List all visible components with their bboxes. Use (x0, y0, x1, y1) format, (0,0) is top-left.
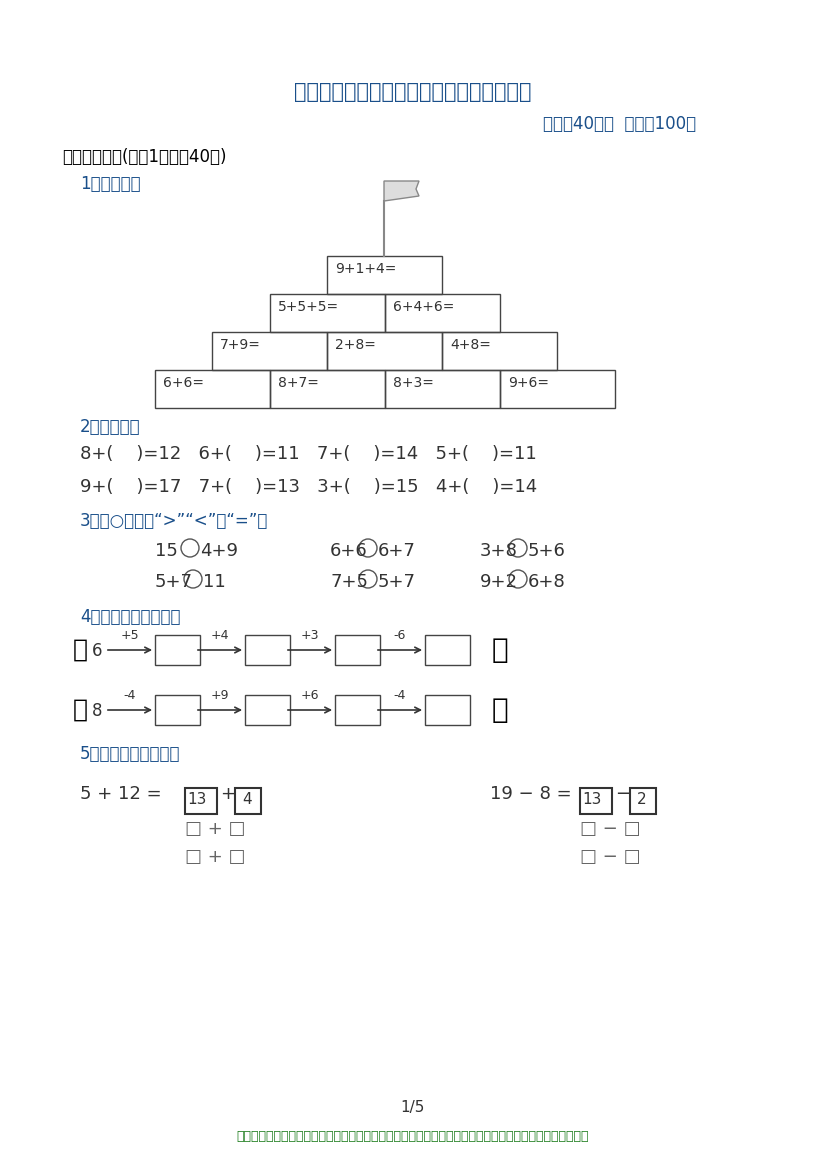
Text: 5+7: 5+7 (155, 573, 193, 591)
Text: 4: 4 (242, 792, 252, 807)
Text: □ − □: □ − □ (580, 848, 641, 865)
Text: 8+7=: 8+7= (278, 376, 319, 390)
Bar (335, 695, 380, 725)
Text: □ + □: □ + □ (185, 848, 245, 865)
Text: 5+7: 5+7 (378, 573, 416, 591)
Bar (327, 256, 442, 294)
Text: +3: +3 (301, 630, 320, 642)
Text: 5．照样子，填一填。: 5．照样子，填一填。 (80, 745, 181, 763)
Bar (155, 370, 270, 408)
Bar (270, 294, 385, 332)
Bar (630, 788, 656, 814)
Text: 11: 11 (203, 573, 225, 591)
Text: +9: +9 (211, 689, 230, 702)
Text: −: − (615, 785, 630, 804)
Text: 1/5: 1/5 (401, 1100, 425, 1115)
Text: -4: -4 (124, 689, 136, 702)
Text: 🐶: 🐶 (73, 638, 88, 662)
Text: 5+6: 5+6 (528, 542, 566, 559)
PathPatch shape (384, 181, 419, 201)
Bar (385, 370, 500, 408)
Text: +: + (220, 785, 235, 804)
Text: 1．夺小旗。: 1．夺小旗。 (80, 175, 140, 193)
Text: 7+5: 7+5 (330, 573, 368, 591)
Text: 5+5+5=: 5+5+5= (278, 300, 339, 314)
Bar (155, 635, 200, 665)
Text: 6: 6 (92, 642, 102, 660)
Text: 9+1+4=: 9+1+4= (335, 262, 396, 276)
Text: 6+6: 6+6 (330, 542, 368, 559)
Bar (335, 635, 380, 665)
Text: 9+2: 9+2 (480, 573, 518, 591)
Text: 欢迎您阅读并下载本文档，本文档来源于互联网，如有侵权请联系删除！我们将竭诚为您提供优质的文档！: 欢迎您阅读并下载本文档，本文档来源于互联网，如有侵权请联系删除！我们将竭诚为您提… (237, 1129, 589, 1143)
Text: □ − □: □ − □ (580, 820, 641, 837)
Text: 3．在○里填上“>”“<”或“=”。: 3．在○里填上“>”“<”或“=”。 (80, 512, 268, 530)
Bar (500, 370, 615, 408)
Bar (185, 788, 217, 814)
Text: 2+8=: 2+8= (335, 338, 376, 352)
Text: 4+9: 4+9 (200, 542, 238, 559)
Text: +4: +4 (211, 630, 230, 642)
Bar (245, 635, 290, 665)
Text: 🐰: 🐰 (73, 698, 88, 722)
Text: 8+3=: 8+3= (393, 376, 434, 390)
Text: -4: -4 (394, 689, 406, 702)
Bar (270, 370, 385, 408)
Bar (245, 695, 290, 725)
Text: 9+(    )=17   7+(    )=13   3+(    )=15   4+(    )=14: 9+( )=17 7+( )=13 3+( )=15 4+( )=14 (80, 478, 537, 496)
Text: 2．填一填。: 2．填一填。 (80, 418, 140, 436)
Text: 9+6=: 9+6= (508, 376, 549, 390)
Bar (327, 332, 442, 370)
Text: 时间：40分钟  满分：100分: 时间：40分钟 满分：100分 (544, 114, 696, 133)
Bar (580, 788, 612, 814)
Bar (385, 294, 500, 332)
Text: -6: -6 (394, 630, 406, 642)
Text: 2: 2 (637, 792, 647, 807)
Bar (212, 332, 327, 370)
Bar (425, 635, 470, 665)
Text: 15: 15 (155, 542, 178, 559)
Bar (155, 695, 200, 725)
Text: 🍄: 🍄 (491, 637, 508, 663)
Text: +6: +6 (301, 689, 320, 702)
Bar (442, 332, 557, 370)
Text: 8+(    )=12   6+(    )=11   7+(    )=14   5+(    )=11: 8+( )=12 6+( )=11 7+( )=14 5+( )=11 (80, 445, 537, 463)
Text: 一、算一算。(每空1分，共40分): 一、算一算。(每空1分，共40分) (62, 148, 226, 166)
Text: 6+4+6=: 6+4+6= (393, 300, 454, 314)
Text: +5: +5 (121, 630, 140, 642)
Text: 青岛版一年级数学上册第七单元过关检测卷: 青岛版一年级数学上册第七单元过关检测卷 (294, 82, 532, 102)
Text: 3+8: 3+8 (480, 542, 518, 559)
Bar (235, 788, 261, 814)
Text: 6+6=: 6+6= (163, 376, 204, 390)
Text: 13: 13 (582, 792, 601, 807)
Text: □ + □: □ + □ (185, 820, 245, 837)
Text: 4．把小动物送回家。: 4．把小动物送回家。 (80, 609, 181, 626)
Bar (425, 695, 470, 725)
Text: 6+7: 6+7 (378, 542, 415, 559)
Text: 8: 8 (92, 702, 102, 719)
Text: 19 − 8 =: 19 − 8 = (490, 785, 572, 804)
Text: 6+8: 6+8 (528, 573, 566, 591)
Text: 7+9=: 7+9= (220, 338, 261, 352)
Text: 🍄: 🍄 (491, 696, 508, 724)
Text: 5 + 12 =: 5 + 12 = (80, 785, 162, 804)
Text: 13: 13 (187, 792, 206, 807)
Text: 4+8=: 4+8= (450, 338, 491, 352)
